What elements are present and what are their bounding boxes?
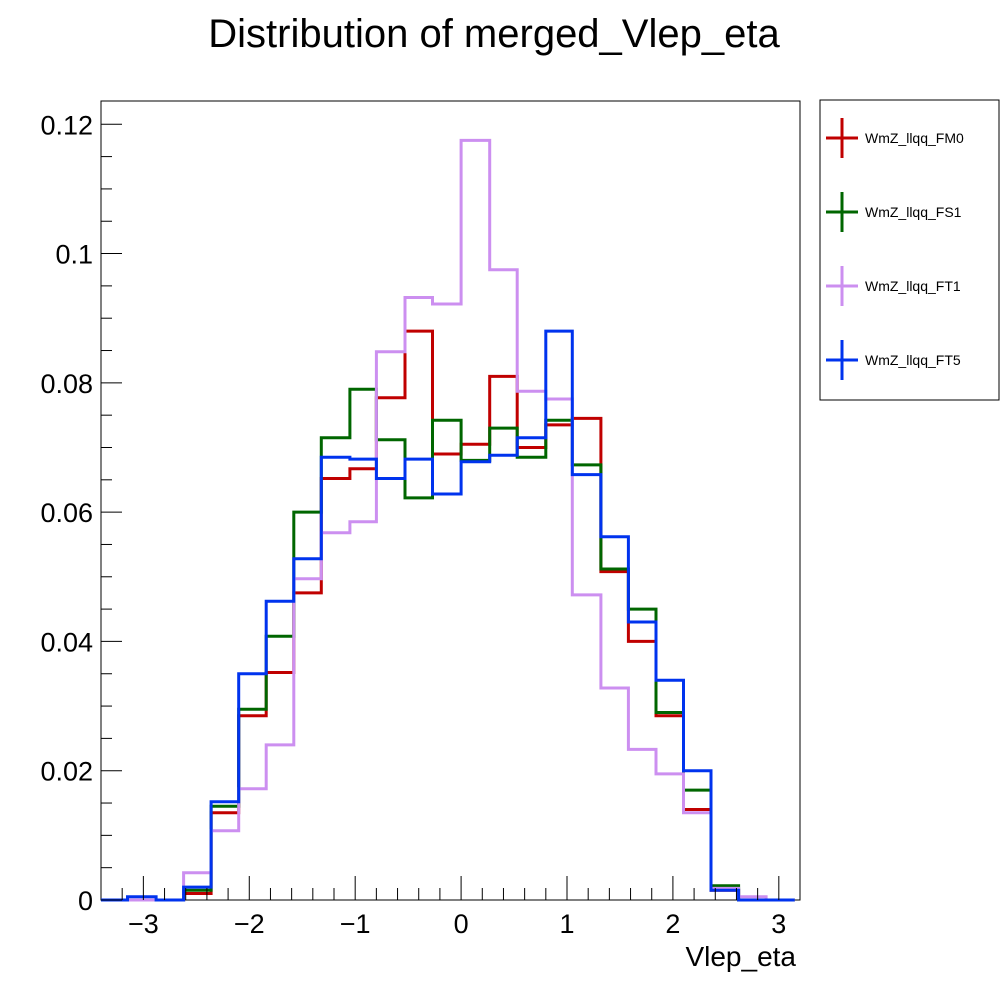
legend-entry-1: WmZ_llqq_FS1	[826, 192, 962, 232]
y-tick-label: 0.12	[40, 110, 93, 140]
y-tick-label: 0.08	[40, 369, 93, 399]
series-layer	[101, 138, 795, 902]
y-tick-label: 0.04	[40, 627, 93, 657]
plot-frame	[100, 100, 801, 901]
legend-entry-0: WmZ_llqq_FM0	[826, 118, 964, 158]
x-tick-label: −3	[128, 909, 159, 939]
x-axis-label: Vlep_eta	[685, 941, 796, 972]
series-line-3	[101, 329, 795, 902]
x-axis-ticks: −3 −2 −1 0 1 2 3	[121, 876, 801, 939]
y-tick-label: 0	[78, 886, 93, 916]
y-tick-label: 0.02	[40, 757, 93, 787]
x-tick-label: 0	[454, 909, 469, 939]
y-tick-label: 0.06	[40, 498, 93, 528]
x-tick-label: 2	[665, 909, 680, 939]
legend-box	[819, 99, 1000, 401]
legend-label: WmZ_llqq_FS1	[865, 204, 962, 220]
legend-entry-3: WmZ_llqq_FT5	[826, 340, 961, 380]
x-tick-label: −1	[340, 909, 371, 939]
x-tick-label: 1	[559, 909, 574, 939]
legend-entry-2: WmZ_llqq_FT1	[826, 266, 961, 306]
y-tick-label: 0.1	[55, 240, 93, 270]
y-axis-ticks: 0 0.02 0.04 0.06 0.08 0.1 0.12	[40, 110, 122, 916]
legend-label: WmZ_llqq_FT5	[865, 352, 961, 368]
legend-label: WmZ_llqq_FT1	[865, 278, 961, 294]
chart-title: Distribution of merged_Vlep_eta	[208, 12, 780, 56]
x-tick-label: −2	[234, 909, 265, 939]
legend: WmZ_llqq_FM0 WmZ_llqq_FS1 WmZ_llqq_FT1 WmZ_…	[826, 118, 964, 380]
legend-label: WmZ_llqq_FM0	[865, 130, 964, 146]
x-tick-label: 3	[771, 909, 786, 939]
